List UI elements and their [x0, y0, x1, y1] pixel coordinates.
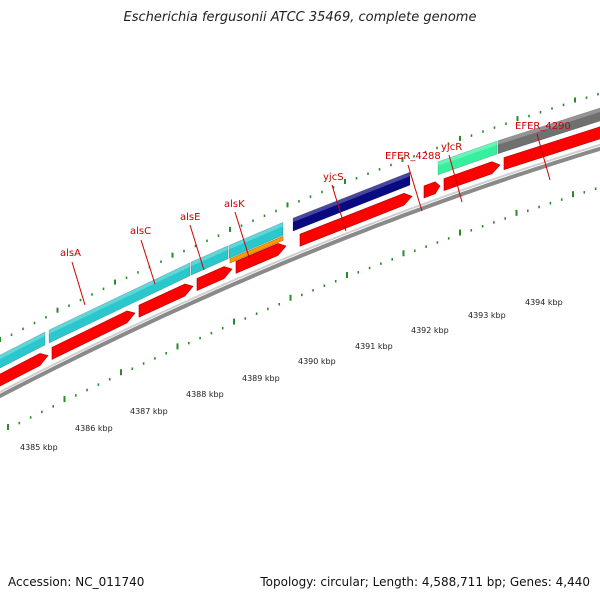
cds-arrow — [0, 353, 49, 387]
kbp-label: 4394 kbp — [525, 298, 563, 307]
kbp-label: 4393 kbp — [468, 311, 506, 320]
gene-label-yjcr: yjcR — [441, 142, 462, 153]
gene-label-alsc: alsC — [130, 226, 151, 237]
gene-track — [0, 107, 600, 369]
backbone-track — [0, 143, 600, 399]
kbp-label: 4390 kbp — [298, 357, 336, 366]
kbp-label: 4388 kbp — [186, 390, 224, 399]
gene-highlight — [498, 108, 600, 145]
genome-stats: Topology: circular; Length: 4,588,711 bp… — [260, 575, 590, 589]
genome-title: Escherichia fergusonii ATCC 35469, compl… — [123, 10, 477, 25]
kbp-label: 4389 kbp — [242, 374, 280, 383]
kbp-label: 4386 kbp — [75, 424, 113, 433]
cds-arrow — [196, 266, 233, 291]
cds-arrow — [443, 161, 501, 192]
gene-highlight — [0, 332, 45, 360]
label-leader — [71, 261, 86, 306]
gene-highlight — [293, 172, 410, 223]
label-leader — [536, 133, 551, 181]
gene-highlight — [438, 141, 497, 166]
gene-block-efer4290 — [497, 107, 600, 155]
label-leader — [140, 239, 156, 285]
cds-arrow — [503, 126, 600, 171]
label-leader — [234, 211, 250, 258]
label-leader — [448, 154, 463, 203]
gene-label-efer_4288: EFER_4288 — [385, 151, 441, 162]
gene-highlight — [49, 262, 190, 334]
cds-arrow — [51, 310, 136, 360]
label-leader — [189, 224, 205, 271]
gene-block-als — [228, 221, 284, 259]
gene-label-yjcs: yjcS — [323, 172, 344, 183]
gene-label-alsk: alsK — [224, 199, 245, 210]
cds-arrow — [299, 192, 413, 247]
kbp-label: 4385 kbp — [20, 443, 58, 452]
gene-highlight — [229, 222, 283, 250]
gene-block-yjcs — [292, 171, 411, 232]
cds-arrow — [423, 181, 441, 199]
gene-block-orange — [229, 235, 284, 264]
cds-arrow — [235, 243, 287, 274]
cds-arrow — [138, 283, 194, 318]
gene-label-alse: alsE — [180, 212, 200, 223]
cds-track — [0, 126, 600, 387]
label-leader — [407, 164, 423, 212]
kbp-label: 4387 kbp — [130, 407, 168, 416]
label-leader — [331, 184, 347, 232]
kbp-ruler: 4385 kbp 4386 kbp 4387 kbp 4388 kbp 4389 kbp… — [7, 187, 597, 452]
backbone-highlight — [0, 143, 600, 394]
gene-label-alsa: alsA — [60, 248, 81, 259]
backbone-line — [0, 146, 600, 399]
gene-block-als — [190, 245, 229, 276]
kbp-label: 4392 kbp — [411, 326, 449, 335]
gene-block-als — [0, 331, 46, 369]
kbp-label: 4391 kbp — [355, 342, 393, 351]
gene-highlight — [191, 245, 228, 267]
gene-block-yjcr — [437, 140, 498, 176]
accession-label: Accession: NC_011740 — [8, 575, 145, 589]
gene-label-efer_4290: EFER_4290 — [515, 121, 571, 132]
